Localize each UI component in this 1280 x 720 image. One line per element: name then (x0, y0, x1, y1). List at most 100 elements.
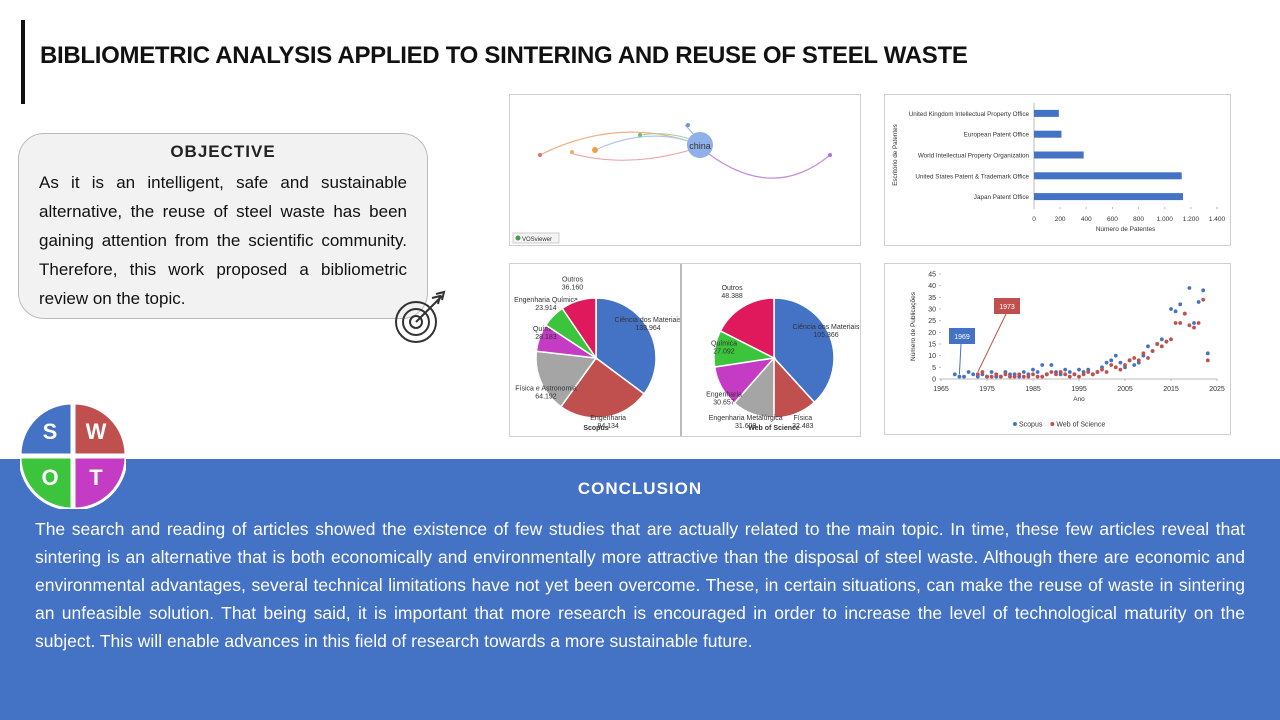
point (1196, 321, 1201, 325)
y-tick-label: European Patent Office (964, 132, 1030, 139)
y-tick-label: World Intellectual Property Organization (918, 153, 1030, 160)
slice-label: Outros (562, 277, 584, 284)
point (1173, 321, 1178, 325)
point (1077, 367, 1081, 372)
swot-circle: S W O T (20, 401, 126, 509)
point (1201, 297, 1206, 302)
x-tick-label: 800 (1133, 216, 1144, 223)
point (971, 372, 976, 377)
point (962, 374, 966, 379)
point (1146, 356, 1150, 360)
legend-label: Scopus (1019, 422, 1043, 429)
annotation-line (958, 343, 962, 375)
slice-label: Engenharia Metalúrgica (709, 415, 783, 422)
slice-label: Engenharia (590, 415, 626, 422)
y-tick-label: 5 (932, 365, 936, 372)
point (1067, 370, 1072, 374)
point (985, 374, 989, 379)
bar-panel: 0 200 400 600 800 1.000 1.200 1.400 United Kingd… (884, 94, 1231, 246)
point (1021, 370, 1026, 374)
annotation-box (949, 328, 975, 344)
value-label: 133.964 (635, 325, 660, 332)
annotation-box (994, 298, 1020, 314)
point (1178, 321, 1183, 325)
point (1003, 372, 1008, 377)
network-panel: china VOSviewer (509, 94, 861, 246)
conclusion-text: The search and reading of articles showe… (35, 519, 1245, 651)
divider (680, 264, 682, 436)
swot-letter: O (41, 465, 58, 490)
value-label: 31.609 (735, 423, 757, 430)
bar (1034, 130, 1062, 138)
point (1113, 353, 1118, 358)
slice-label: Química (711, 340, 737, 347)
x-tick-label: 1.200 (1183, 216, 1200, 223)
point (1155, 342, 1160, 346)
y-tick-label: 25 (928, 318, 936, 325)
slice-label: Física e Astronomia (515, 385, 577, 392)
point (1187, 286, 1192, 290)
point (1021, 374, 1026, 379)
point (1008, 374, 1012, 379)
x-tick-label: 2005 (1117, 386, 1133, 393)
y-tick-label: 40 (928, 283, 936, 290)
pie-slice (535, 350, 598, 408)
pie-slice (559, 356, 646, 419)
x-tick-label: 2025 (1209, 386, 1225, 393)
point (1058, 370, 1063, 374)
annotation: 1969 (954, 334, 970, 341)
slice-label: Engenharia Química (514, 297, 578, 304)
objective-box: OBJECTIVE As it is an intelligent, safe … (18, 133, 428, 319)
point (1095, 370, 1100, 374)
point (1173, 309, 1178, 314)
point (1104, 370, 1109, 374)
legend-marker (1050, 422, 1055, 426)
annotation: 1973 (999, 304, 1015, 311)
point (1196, 300, 1201, 304)
point (1150, 349, 1155, 353)
point (1164, 339, 1169, 344)
point (1031, 367, 1035, 372)
point (1040, 363, 1045, 367)
y-tick-label: 10 (928, 353, 936, 360)
value-label: 64.192 (535, 393, 557, 400)
value-label: 32.483 (792, 423, 814, 430)
point (980, 370, 985, 374)
point (1169, 307, 1173, 311)
point (1132, 356, 1137, 360)
bar (1034, 193, 1184, 201)
bar (1034, 151, 1084, 159)
point (1132, 363, 1137, 367)
point (1187, 323, 1192, 328)
point (1012, 374, 1017, 379)
point (1159, 337, 1164, 342)
slice-label: Outros (722, 285, 744, 292)
y-tick-label: United States Patent & Trademark Office (915, 173, 1029, 180)
objective-text: As it is an intelligent, safe and sustai… (39, 173, 407, 308)
point (1063, 372, 1068, 377)
point (1035, 370, 1040, 374)
point (1035, 374, 1040, 379)
x-tick-label: 2015 (1163, 386, 1179, 393)
point (1063, 367, 1068, 372)
x-axis-label: Número de Patentes (1096, 226, 1156, 233)
x-tick-label: 1.400 (1209, 216, 1226, 223)
point (975, 372, 980, 377)
legend-marker (1013, 422, 1017, 426)
y-tick-label: 0 (932, 377, 936, 384)
x-tick-label: 200 (1055, 216, 1066, 223)
title-bar (21, 20, 25, 104)
value-label: 48.388 (721, 293, 743, 300)
point (1090, 372, 1095, 377)
point (1201, 288, 1206, 293)
point (966, 370, 971, 374)
y-tick-label: 45 (928, 272, 936, 279)
point (1118, 360, 1123, 365)
pie-slice (773, 297, 835, 404)
x-tick-label: 1985 (1025, 386, 1041, 393)
bar (1034, 172, 1182, 180)
point (1113, 365, 1118, 370)
pie-slice (719, 297, 775, 360)
point (1205, 358, 1210, 363)
